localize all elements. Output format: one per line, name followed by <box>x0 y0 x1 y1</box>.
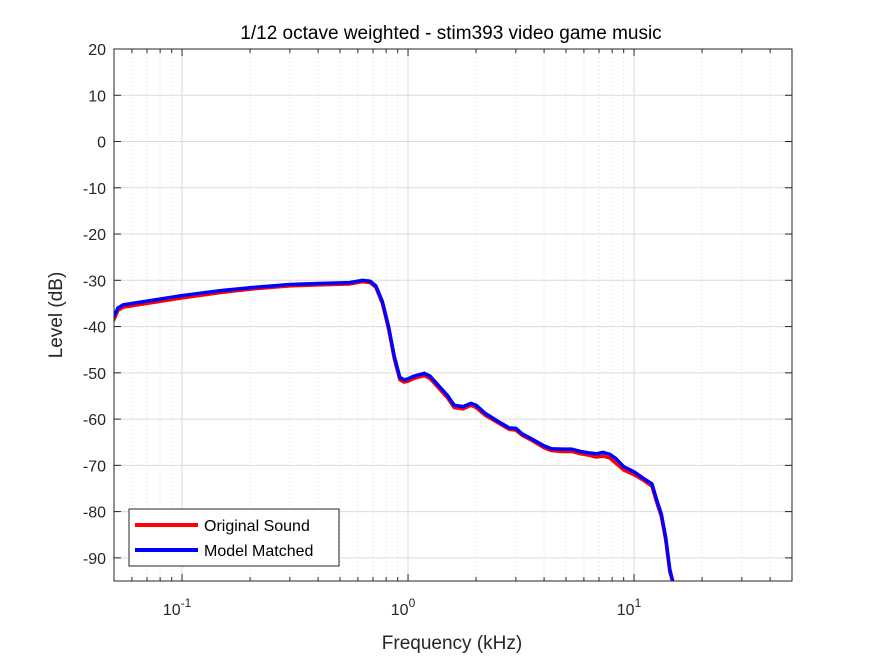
y-tick-label: -90 <box>83 551 106 568</box>
data-point <box>361 278 365 282</box>
minor-grid <box>131 49 771 581</box>
data-point <box>411 375 415 379</box>
y-tick-label: -80 <box>83 505 106 522</box>
series-model-matched <box>114 278 675 581</box>
data-point <box>668 567 672 571</box>
data-point <box>248 286 252 290</box>
data-point <box>387 325 391 329</box>
tick-marks <box>114 48 792 581</box>
y-tick-label: -60 <box>83 412 106 429</box>
y-tick-label: -70 <box>83 458 106 475</box>
x-axis-label: Frequency (kHz) <box>382 633 522 654</box>
plot-area <box>113 48 793 582</box>
data-point <box>452 403 456 407</box>
data-point <box>474 403 478 407</box>
y-tick-label: -40 <box>83 320 106 337</box>
data-point <box>579 449 583 453</box>
y-axis-label: Level (dB) <box>46 272 67 359</box>
data-point <box>435 382 439 386</box>
data-point <box>659 512 663 516</box>
legend-label-model-matched: Model Matched <box>204 543 313 560</box>
data-point <box>641 476 645 480</box>
data-point <box>368 279 372 283</box>
data-point <box>594 455 598 459</box>
data-point <box>220 288 224 292</box>
x-tick-labels: 10-1 100 101 <box>163 596 642 619</box>
chart-title: 1/12 octave weighted - stim393 video gam… <box>240 23 661 44</box>
data-point <box>422 371 426 375</box>
data-point <box>608 452 612 456</box>
data-point <box>406 377 410 381</box>
y-tick-label: -10 <box>83 181 106 198</box>
data-point <box>469 401 473 405</box>
data-point <box>529 437 533 441</box>
data-point <box>130 301 134 305</box>
data-point <box>145 299 149 303</box>
y-tick-labels: 20 10 0 -10 -20 -30 -40 -50 -60 -70 -80 -90 <box>83 42 106 568</box>
data-point <box>594 452 598 456</box>
data-point <box>288 282 292 286</box>
data-point <box>520 432 524 436</box>
data-point <box>632 470 636 474</box>
data-point <box>316 282 320 286</box>
legend-box <box>128 508 340 567</box>
data-point <box>483 412 487 416</box>
x-tick-label: 100 <box>391 596 416 619</box>
legend: Original Sound Model Matched <box>128 508 340 567</box>
data-point <box>121 303 125 307</box>
data-point <box>560 447 564 451</box>
axes-background <box>114 49 792 581</box>
data-point <box>496 419 500 423</box>
data-point <box>446 394 450 398</box>
data-point <box>614 461 618 465</box>
data-point <box>398 375 402 379</box>
data-point <box>549 447 553 451</box>
data-point <box>601 450 605 454</box>
data-point <box>347 281 351 285</box>
y-tick-label: -30 <box>83 273 106 290</box>
x-tick-label: 10-1 <box>163 596 192 619</box>
data-point <box>514 426 518 430</box>
data-point <box>622 468 626 472</box>
data-point <box>542 444 546 448</box>
data-point <box>608 456 612 460</box>
data-point <box>402 378 406 382</box>
data-point <box>601 454 605 458</box>
data-point <box>587 451 591 455</box>
data-point <box>507 426 511 430</box>
data-point <box>380 300 384 304</box>
data-point <box>180 294 184 298</box>
data-point <box>622 465 626 469</box>
data-point <box>650 482 654 486</box>
data-point <box>415 373 419 377</box>
data-point <box>570 447 574 451</box>
data-point <box>392 355 396 359</box>
data-point <box>664 535 668 539</box>
data-point <box>655 498 659 502</box>
data-point <box>428 374 432 378</box>
x-tick-label: 101 <box>617 596 642 619</box>
data-point <box>116 306 120 310</box>
y-tick-label: -50 <box>83 366 106 383</box>
axes-box <box>113 48 793 582</box>
data-point <box>614 456 618 460</box>
y-tick-label: -20 <box>83 227 106 244</box>
y-tick-label: 0 <box>97 135 106 152</box>
series-layer <box>114 278 675 581</box>
legend-label-original-sound: Original Sound <box>204 518 310 535</box>
y-tick-label: 10 <box>88 88 106 105</box>
data-point <box>374 284 378 288</box>
y-tick-label: 20 <box>88 42 106 59</box>
data-point <box>461 405 465 409</box>
